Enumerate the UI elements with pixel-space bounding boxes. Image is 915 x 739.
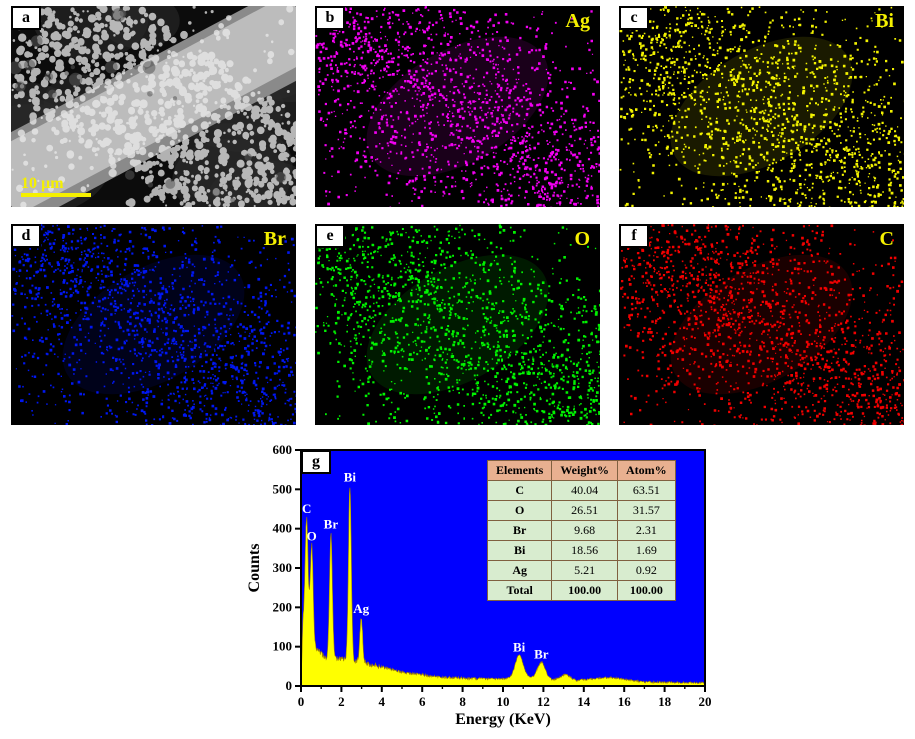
x-axis-label: Energy (KeV) <box>455 711 551 728</box>
element-label-Ag: Ag <box>566 10 590 33</box>
xtick-label: 2 <box>338 694 345 709</box>
peak-label-Br: Br <box>324 517 339 532</box>
eds-table-header: Elements <box>488 461 552 481</box>
figure-root: a10 µmbAgcBidBreOfCCOBrBiAgBiBr024681012… <box>0 0 915 739</box>
eds-table-cell: 5.21 <box>552 561 618 581</box>
eds-table-cell: 0.92 <box>618 561 676 581</box>
element-label-C: C <box>880 228 894 251</box>
xtick-label: 12 <box>537 694 550 709</box>
eds-table-cell: Ag <box>488 561 552 581</box>
panel-f: fC <box>619 224 904 425</box>
eds-table-cell: 63.51 <box>618 481 676 501</box>
peak-label-Bi: Bi <box>344 469 357 484</box>
element-label-Bi: Bi <box>875 10 894 33</box>
panel-f-image <box>619 224 904 425</box>
eds-table-cell: 31.57 <box>618 501 676 521</box>
panel-b: b Ag <box>315 6 600 207</box>
panel-c-image <box>619 6 904 207</box>
panel-label-d: d <box>11 224 41 248</box>
eds-table-cell: Total <box>488 581 552 601</box>
panel-label-a: a <box>11 6 41 30</box>
eds-table-cell: 9.68 <box>552 521 618 541</box>
eds-table-header: Weight% <box>552 461 618 481</box>
xtick-label: 20 <box>699 694 712 709</box>
peak-label-Ag: Ag <box>353 601 369 616</box>
panel-e-image <box>315 224 600 425</box>
scale-bar: 10 µm <box>21 175 91 197</box>
panel-d: d Br <box>11 224 296 425</box>
panel-label-e: e <box>315 224 345 248</box>
panel-c: c Bi <box>619 6 904 207</box>
y-axis-label: Counts <box>246 544 263 593</box>
panel-d-image <box>11 224 296 425</box>
xtick-label: 0 <box>298 694 305 709</box>
xtick-label: 6 <box>419 694 426 709</box>
xtick-label: 18 <box>658 694 672 709</box>
peak-label-Br: Br <box>534 646 549 661</box>
panel-label-b: b <box>315 6 345 30</box>
eds-table-cell: O <box>488 501 552 521</box>
eds-table-cell: C <box>488 481 552 501</box>
panel-label-f: f <box>619 224 649 248</box>
eds-composition-table: ElementsWeight%Atom% C40.0463.51 O26.5131.… <box>487 460 676 601</box>
xtick-label: 4 <box>379 694 386 709</box>
eds-table-cell: 26.51 <box>552 501 618 521</box>
ytick-label: 400 <box>273 521 293 536</box>
ytick-label: 500 <box>273 481 293 496</box>
ytick-label: 0 <box>286 678 293 693</box>
ytick-label: 200 <box>273 599 293 614</box>
eds-table-cell: 100.00 <box>618 581 676 601</box>
xtick-label: 16 <box>618 694 632 709</box>
eds-table-cell: 18.56 <box>552 541 618 561</box>
eds-table-cell: 100.00 <box>552 581 618 601</box>
element-label-Br: Br <box>264 228 286 251</box>
peak-label-Bi: Bi <box>513 639 526 654</box>
panel-label-c: c <box>619 6 649 30</box>
panel-e: eO <box>315 224 600 425</box>
scale-bar-line <box>21 193 91 197</box>
xtick-label: 14 <box>577 694 591 709</box>
xtick-label: 10 <box>497 694 510 709</box>
element-label-O: O <box>574 228 590 251</box>
panel-g: COBrBiAgBiBr0246810121416182001002003004… <box>243 440 713 730</box>
eds-table-cell: Br <box>488 521 552 541</box>
eds-table-cell: 40.04 <box>552 481 618 501</box>
panel-label-g: g <box>301 450 331 474</box>
panel-b-image <box>315 6 600 207</box>
eds-table-cell: 1.69 <box>618 541 676 561</box>
peak-label-O: O <box>307 528 317 543</box>
ytick-label: 300 <box>273 560 293 575</box>
ytick-label: 600 <box>273 442 293 457</box>
scale-bar-text: 10 µm <box>21 175 91 193</box>
peak-label-C: C <box>302 501 311 516</box>
xtick-label: 8 <box>459 694 466 709</box>
ytick-label: 100 <box>273 639 293 654</box>
panel-a: a 10 µm <box>11 6 296 207</box>
eds-table-header: Atom% <box>618 461 676 481</box>
eds-table-cell: Bi <box>488 541 552 561</box>
eds-table-cell: 2.31 <box>618 521 676 541</box>
